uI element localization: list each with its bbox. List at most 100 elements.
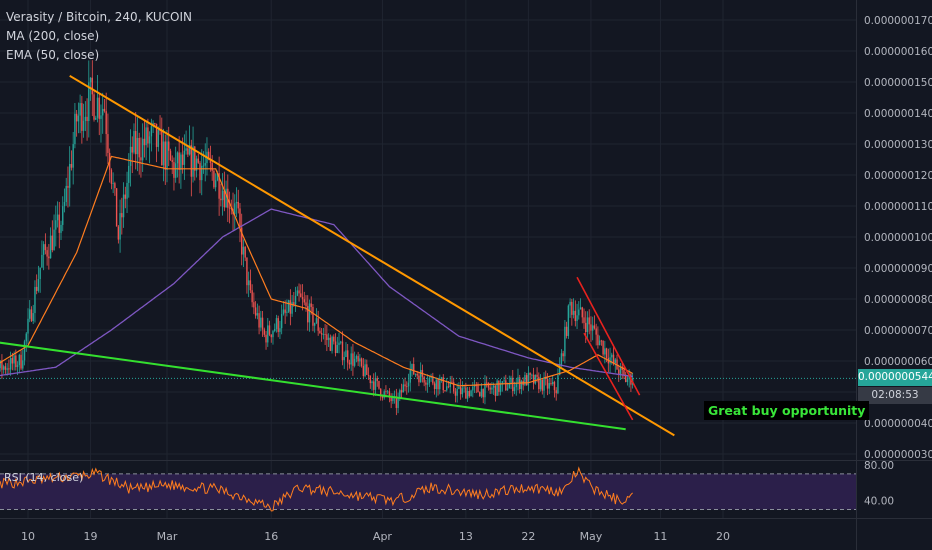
candle-body-60 xyxy=(75,113,78,122)
candle-181 xyxy=(286,299,288,317)
candle-body-183 xyxy=(289,300,292,314)
time-tick-label: 19 xyxy=(84,530,98,543)
candle-body-229 xyxy=(369,375,371,384)
candle-83 xyxy=(115,188,118,227)
candle-body-290 xyxy=(475,385,477,387)
candle-292 xyxy=(479,391,481,397)
candle-body-64 xyxy=(82,120,85,131)
time-tick-label: 16 xyxy=(264,530,278,543)
candle-body-24 xyxy=(13,355,15,364)
candle-30 xyxy=(23,339,26,366)
candle-213 xyxy=(341,331,344,366)
trendline-red-2 xyxy=(576,276,641,396)
candle-231 xyxy=(373,373,375,397)
candle-62 xyxy=(79,94,81,134)
candle-body-334 xyxy=(552,381,554,385)
candle-body-324 xyxy=(534,374,537,384)
candle-body-299 xyxy=(491,387,493,390)
candle-64 xyxy=(82,103,85,138)
candle-body-122 xyxy=(183,150,186,165)
candle-body-174 xyxy=(274,328,276,332)
candle-184 xyxy=(291,295,293,317)
candle-body-62 xyxy=(79,103,81,116)
candle-body-377 xyxy=(626,379,629,383)
candle-body-106 xyxy=(155,123,158,147)
candle-body-80 xyxy=(110,169,113,184)
candle-body-292 xyxy=(479,392,481,397)
candle-body-140 xyxy=(214,180,217,188)
candle-356 xyxy=(590,316,592,342)
candle-body-166 xyxy=(260,317,262,328)
chart-annotation[interactable]: Great buy opportunity xyxy=(704,401,870,420)
candle-body-168 xyxy=(263,329,265,335)
candle-body-212 xyxy=(340,341,342,343)
candle-210 xyxy=(336,336,338,354)
candle-body-161 xyxy=(251,290,253,303)
candle-345 xyxy=(571,298,573,326)
candle-65 xyxy=(84,101,87,132)
candle-343 xyxy=(567,304,570,339)
candle-body-297 xyxy=(487,382,490,388)
candle-body-117 xyxy=(174,163,177,178)
candle-body-221 xyxy=(355,356,358,359)
candle-188 xyxy=(298,283,300,302)
candle-body-333 xyxy=(550,383,552,385)
candle-151 xyxy=(234,194,236,230)
candle-171 xyxy=(268,320,271,337)
candle-174 xyxy=(274,323,276,333)
indicator-lines xyxy=(0,155,856,512)
candle-315 xyxy=(519,374,521,394)
candle-body-210 xyxy=(336,345,338,354)
candle-body-321 xyxy=(529,372,531,375)
candle-84 xyxy=(117,225,120,244)
candle-body-113 xyxy=(168,141,170,151)
candle-body-341 xyxy=(564,326,566,357)
candle-body-325 xyxy=(536,374,538,377)
candle-body-375 xyxy=(623,369,625,375)
candle-375 xyxy=(623,365,625,380)
time-tick-label: 11 xyxy=(653,530,667,543)
candle-250 xyxy=(406,381,408,395)
candle-body-27 xyxy=(18,354,21,366)
candle-body-73 xyxy=(98,97,100,119)
candle-body-167 xyxy=(261,317,264,330)
candle-body-277 xyxy=(452,382,455,392)
candle-373 xyxy=(619,363,622,381)
candle-379 xyxy=(630,372,632,392)
candle-334 xyxy=(552,375,554,386)
candle-102 xyxy=(148,131,151,164)
candle-272 xyxy=(444,389,446,392)
candle-225 xyxy=(362,358,365,380)
candle-57 xyxy=(70,150,73,171)
candle-152 xyxy=(235,187,238,218)
candle-body-327 xyxy=(539,379,542,390)
candle-29 xyxy=(22,349,24,371)
rsi-line xyxy=(0,466,633,512)
candle-241 xyxy=(390,393,392,409)
candle-body-206 xyxy=(329,337,332,351)
candle-33 xyxy=(29,300,31,323)
candle-body-280 xyxy=(458,386,460,390)
candle-body-153 xyxy=(237,201,239,209)
candle-body-83 xyxy=(115,188,118,227)
candle-body-184 xyxy=(291,302,293,314)
candle-body-25 xyxy=(15,355,17,368)
candle-body-349 xyxy=(578,309,580,316)
candle-body-189 xyxy=(300,293,302,297)
candle-114 xyxy=(169,148,172,161)
candle-162 xyxy=(253,292,255,315)
candle-208 xyxy=(333,334,335,345)
candle-body-20 xyxy=(6,368,8,370)
candle-113 xyxy=(168,126,170,167)
candle-body-131 xyxy=(199,162,201,181)
candle-27 xyxy=(18,353,21,374)
candle-body-350 xyxy=(579,307,582,310)
candle-255 xyxy=(414,373,417,378)
candle-128 xyxy=(194,145,196,181)
candle-23 xyxy=(11,352,14,371)
candle-body-258 xyxy=(419,369,422,383)
candle-body-95 xyxy=(136,137,139,155)
